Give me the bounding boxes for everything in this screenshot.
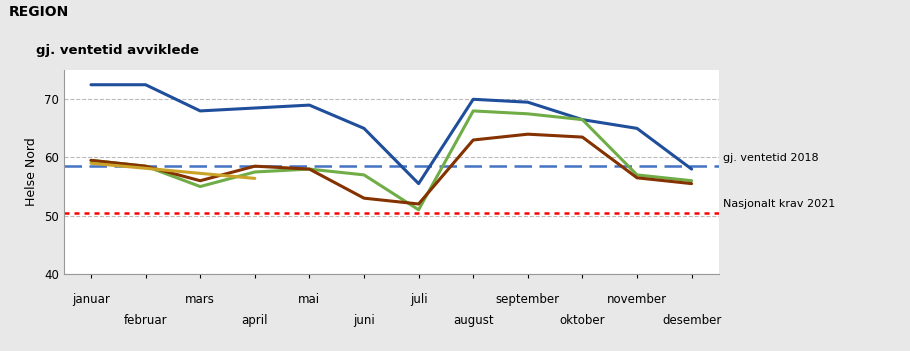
Text: desember: desember	[662, 314, 722, 327]
2019	[249, 176, 260, 180]
2016	[249, 106, 260, 110]
2016	[359, 126, 369, 131]
2017	[86, 158, 96, 163]
Text: juni: juni	[353, 314, 375, 327]
2017	[686, 179, 697, 183]
2017	[577, 118, 588, 122]
2018	[86, 158, 96, 163]
Text: juli: juli	[410, 293, 428, 306]
Text: oktober: oktober	[560, 314, 605, 327]
2018	[686, 181, 697, 186]
Line: 2019: 2019	[91, 163, 255, 178]
2018	[413, 202, 424, 206]
2016	[195, 109, 206, 113]
2018	[195, 179, 206, 183]
Text: januar: januar	[72, 293, 110, 306]
Text: REGION: REGION	[9, 5, 69, 19]
2017	[522, 112, 533, 116]
2016	[632, 126, 642, 131]
Text: mai: mai	[298, 293, 320, 306]
2018	[359, 196, 369, 200]
2016	[577, 118, 588, 122]
Line: 2016: 2016	[91, 85, 692, 184]
2017	[468, 109, 479, 113]
2017	[195, 184, 206, 188]
2018	[249, 164, 260, 168]
Text: mars: mars	[186, 293, 215, 306]
2017	[140, 164, 151, 168]
Text: gj. ventetid 2018: gj. ventetid 2018	[723, 153, 819, 163]
2016	[304, 103, 315, 107]
Y-axis label: Helse Nord: Helse Nord	[25, 138, 38, 206]
Text: september: september	[496, 293, 560, 306]
2016	[468, 97, 479, 101]
2017	[359, 173, 369, 177]
2019	[86, 161, 96, 165]
2018	[522, 132, 533, 136]
Text: gj. ventetid avviklede: gj. ventetid avviklede	[36, 44, 199, 57]
2016	[413, 181, 424, 186]
Text: august: august	[453, 314, 493, 327]
2018	[632, 176, 642, 180]
Line: 2018: 2018	[91, 134, 692, 204]
Text: november: november	[607, 293, 667, 306]
Text: april: april	[241, 314, 268, 327]
2018	[304, 167, 315, 171]
2016	[686, 167, 697, 171]
2017	[413, 208, 424, 212]
2017	[249, 170, 260, 174]
2016	[522, 100, 533, 104]
2017	[304, 167, 315, 171]
Text: Nasjonalt krav 2021: Nasjonalt krav 2021	[723, 199, 835, 209]
2016	[86, 82, 96, 87]
2016	[140, 82, 151, 87]
Text: februar: februar	[124, 314, 167, 327]
2018	[577, 135, 588, 139]
2018	[140, 164, 151, 168]
2017	[632, 173, 642, 177]
Line: 2017: 2017	[91, 111, 692, 210]
2018	[468, 138, 479, 142]
